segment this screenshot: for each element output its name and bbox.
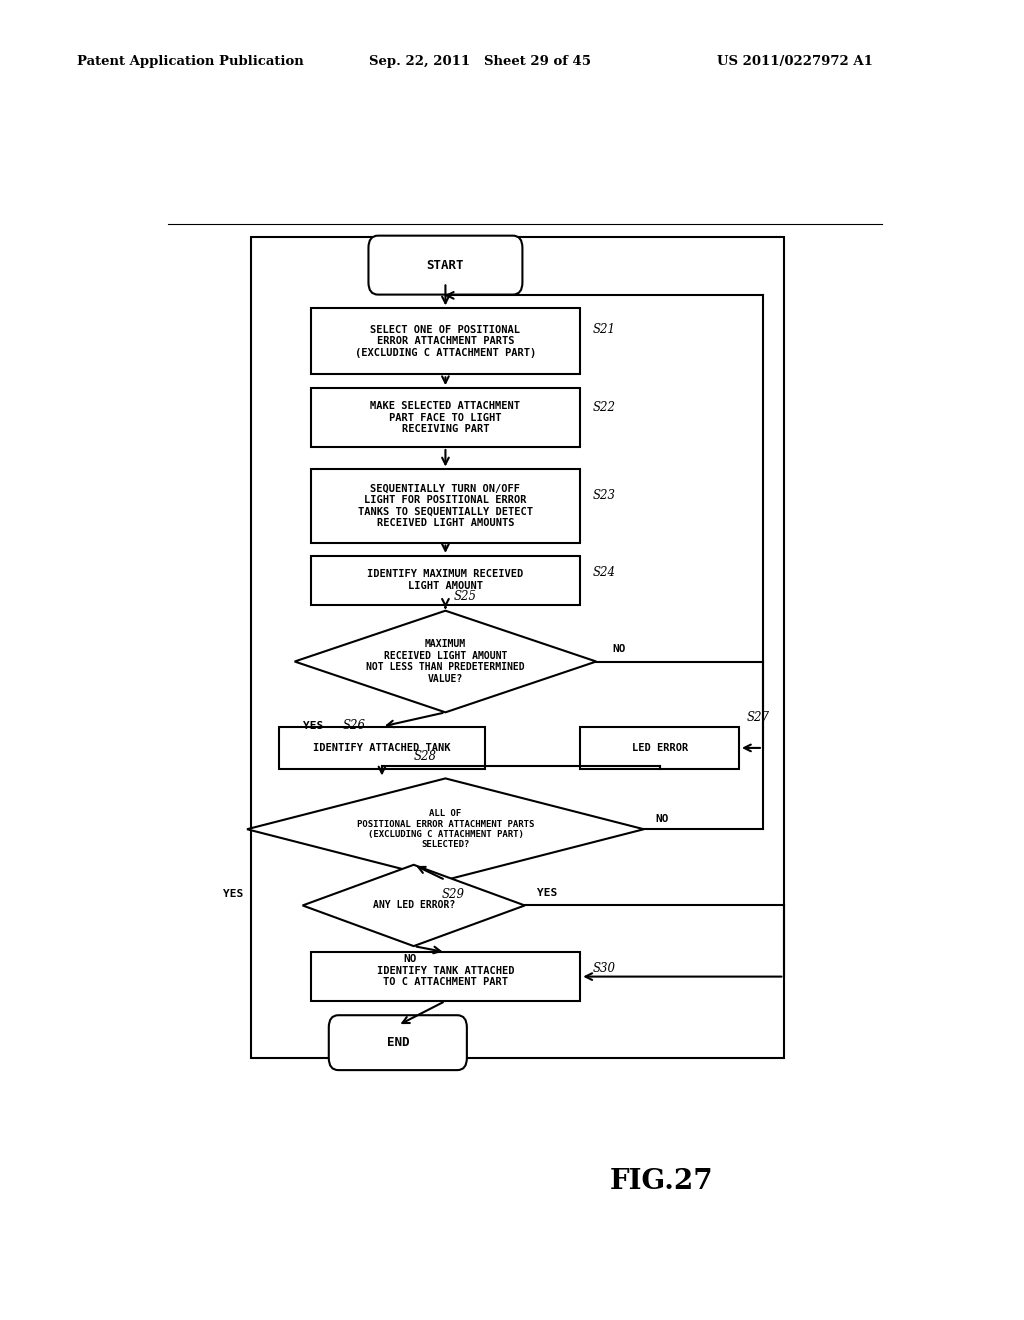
Text: START: START bbox=[427, 259, 464, 272]
Text: YES: YES bbox=[303, 721, 323, 730]
Text: S21: S21 bbox=[592, 322, 615, 335]
Text: MAKE SELECTED ATTACHMENT
PART FACE TO LIGHT
RECEIVING PART: MAKE SELECTED ATTACHMENT PART FACE TO LI… bbox=[371, 401, 520, 434]
Text: MAXIMUM
RECEIVED LIGHT AMOUNT
NOT LESS THAN PREDETERMINED
VALUE?: MAXIMUM RECEIVED LIGHT AMOUNT NOT LESS T… bbox=[367, 639, 524, 684]
Text: S23: S23 bbox=[592, 490, 615, 503]
Text: NO: NO bbox=[655, 814, 670, 824]
Text: SELECT ONE OF POSITIONAL
ERROR ATTACHMENT PARTS
(EXCLUDING C ATTACHMENT PART): SELECT ONE OF POSITIONAL ERROR ATTACHMEN… bbox=[354, 325, 537, 358]
Text: NO: NO bbox=[612, 644, 626, 655]
Text: S29: S29 bbox=[441, 888, 465, 900]
Text: IDENTIFY TANK ATTACHED
TO C ATTACHMENT PART: IDENTIFY TANK ATTACHED TO C ATTACHMENT P… bbox=[377, 966, 514, 987]
Bar bbox=[279, 726, 485, 770]
Bar bbox=[581, 726, 739, 770]
Text: S27: S27 bbox=[748, 711, 770, 723]
Bar bbox=[310, 388, 581, 447]
FancyBboxPatch shape bbox=[369, 236, 522, 294]
Text: Patent Application Publication: Patent Application Publication bbox=[77, 55, 303, 69]
Bar bbox=[310, 309, 581, 375]
Bar bbox=[310, 470, 581, 543]
Text: FIG.27: FIG.27 bbox=[609, 1168, 713, 1195]
Text: S28: S28 bbox=[414, 750, 436, 763]
Polygon shape bbox=[303, 865, 524, 946]
Bar bbox=[310, 952, 581, 1001]
Bar bbox=[310, 556, 581, 605]
Text: END: END bbox=[387, 1036, 409, 1049]
Bar bbox=[251, 236, 784, 1057]
Text: S25: S25 bbox=[454, 590, 476, 603]
Text: US 2011/0227972 A1: US 2011/0227972 A1 bbox=[717, 55, 872, 69]
Text: ANY LED ERROR?: ANY LED ERROR? bbox=[373, 900, 455, 911]
Text: S22: S22 bbox=[592, 401, 615, 414]
Text: S24: S24 bbox=[592, 565, 615, 578]
Text: S26: S26 bbox=[342, 719, 366, 733]
Polygon shape bbox=[247, 779, 644, 880]
Text: LED ERROR: LED ERROR bbox=[632, 743, 688, 752]
Text: ALL OF
POSITIONAL ERROR ATTACHMENT PARTS
(EXCLUDING C ATTACHMENT PART)
SELECTED?: ALL OF POSITIONAL ERROR ATTACHMENT PARTS… bbox=[356, 809, 535, 849]
FancyBboxPatch shape bbox=[329, 1015, 467, 1071]
Text: Sep. 22, 2011   Sheet 29 of 45: Sep. 22, 2011 Sheet 29 of 45 bbox=[369, 55, 591, 69]
Text: IDENTIFY MAXIMUM RECEIVED
LIGHT AMOUNT: IDENTIFY MAXIMUM RECEIVED LIGHT AMOUNT bbox=[368, 569, 523, 591]
Text: SEQUENTIALLY TURN ON/OFF
LIGHT FOR POSITIONAL ERROR
TANKS TO SEQUENTIALLY DETECT: SEQUENTIALLY TURN ON/OFF LIGHT FOR POSIT… bbox=[358, 483, 532, 528]
Text: S30: S30 bbox=[592, 962, 615, 975]
Text: NO: NO bbox=[403, 954, 417, 965]
Text: YES: YES bbox=[537, 888, 557, 898]
Text: YES: YES bbox=[223, 890, 243, 899]
Polygon shape bbox=[295, 611, 596, 713]
Text: IDENTIFY ATTACHED TANK: IDENTIFY ATTACHED TANK bbox=[313, 743, 451, 752]
